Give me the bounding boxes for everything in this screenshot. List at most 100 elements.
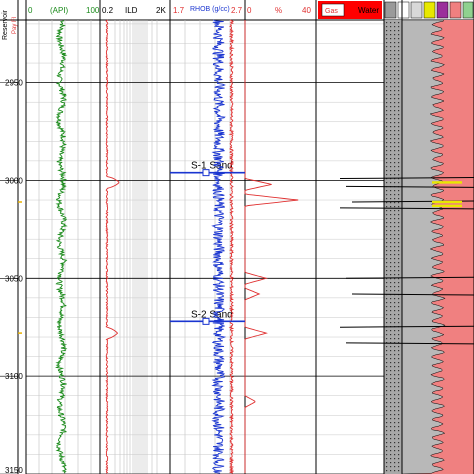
lithology-dot	[394, 258, 396, 260]
lithology-dot	[398, 402, 400, 404]
lithology-spike	[345, 276, 474, 279]
lithology-dot	[398, 370, 400, 372]
marker-label-s1: S-1 Sand	[191, 161, 233, 172]
lithology-dot	[398, 306, 400, 308]
lithology-dot	[386, 306, 388, 308]
lithology-dot	[390, 434, 392, 436]
lithology-dot	[386, 454, 388, 456]
lithology-dot	[398, 154, 400, 156]
lithology-dot	[394, 82, 396, 84]
lithology-dot	[398, 50, 400, 52]
lithology-dot	[390, 410, 392, 412]
lithology-shale-body	[401, 19, 446, 474]
lithology-dot	[386, 50, 388, 52]
gas-legend-box	[321, 3, 345, 17]
lithology-dot	[398, 26, 400, 28]
lithology-dot	[394, 182, 396, 184]
lithology-dot	[398, 238, 400, 240]
lithology-dot	[390, 226, 392, 228]
lithology-dot	[398, 254, 400, 256]
lithology-dot	[398, 246, 400, 248]
lithology-dot	[390, 302, 392, 304]
curve-ild	[105, 19, 120, 474]
lithology-dot	[386, 22, 388, 24]
lithology-dot	[386, 190, 388, 192]
lithology-dot	[394, 102, 396, 104]
lithology-dot	[394, 406, 396, 408]
lithology-dot	[386, 54, 388, 56]
lithology-dot	[398, 22, 400, 24]
lithology-dot	[394, 274, 396, 276]
lithology-dot	[394, 226, 396, 228]
lithology-dot	[398, 174, 400, 176]
lithology-dot	[394, 466, 396, 468]
lithology-spike	[339, 325, 474, 328]
lithology-dot	[398, 182, 400, 184]
porosity-min-label: 0	[247, 6, 252, 15]
lithology-dot	[394, 278, 396, 280]
lithology-dot	[386, 438, 388, 440]
lithology-dot	[386, 414, 388, 416]
lith-legend-swatch-lime	[410, 1, 423, 19]
lithology-dot	[386, 258, 388, 260]
lithology-dot	[386, 94, 388, 96]
lithology-dot	[398, 230, 400, 232]
lithology-dot	[390, 266, 392, 268]
lithology-dot	[394, 166, 396, 168]
lithology-dot	[390, 334, 392, 336]
lithology-dot	[398, 278, 400, 280]
lithology-dot	[394, 354, 396, 356]
lithology-dot	[386, 214, 388, 216]
lithology-dot	[398, 134, 400, 136]
lithology-dot	[390, 38, 392, 40]
lithology-dot	[398, 82, 400, 84]
lithology-dot	[390, 454, 392, 456]
lithology-dot	[394, 162, 396, 164]
lithology-dot	[386, 102, 388, 104]
lithology-dot	[394, 446, 396, 448]
lithology-dot	[386, 346, 388, 348]
depth-column-label: Reservoir	[2, 9, 9, 40]
lithology-dot	[386, 418, 388, 420]
lithology-dot	[390, 418, 392, 420]
lithology-dot	[398, 426, 400, 428]
lithology-dot	[386, 142, 388, 144]
lithology-dot	[390, 82, 392, 84]
lithology-dot	[386, 66, 388, 68]
lithology-dot	[386, 402, 388, 404]
lithology-dot	[390, 114, 392, 116]
lithology-dot	[386, 74, 388, 76]
lithology-dot	[390, 110, 392, 112]
lithology-dot	[394, 418, 396, 420]
lithology-dot	[390, 310, 392, 312]
lithology-dot	[390, 262, 392, 264]
lithology-dot	[390, 46, 392, 48]
lithology-dot	[394, 158, 396, 160]
lithology-dot	[398, 70, 400, 72]
lithology-dot	[390, 106, 392, 108]
lithology-dot	[390, 342, 392, 344]
lithology-dot	[390, 130, 392, 132]
lithology-dot	[394, 314, 396, 316]
lithology-dot	[398, 390, 400, 392]
lithology-dot	[390, 442, 392, 444]
lithology-pattern-fill	[384, 20, 402, 474]
lithology-dot	[390, 70, 392, 72]
lithology-dot	[390, 198, 392, 200]
lithology-dot	[398, 98, 400, 100]
lithology-dot	[386, 322, 388, 324]
lithology-dot	[398, 266, 400, 268]
lithology-dot	[394, 74, 396, 76]
lithology-dot	[390, 158, 392, 160]
lithology-dot	[398, 102, 400, 104]
lithology-dot	[398, 358, 400, 360]
lithology-dot	[390, 194, 392, 196]
lithology-dot	[398, 382, 400, 384]
lithology-dot	[394, 346, 396, 348]
lithology-dot	[390, 330, 392, 332]
lithology-dot	[390, 142, 392, 144]
lithology-dot	[394, 170, 396, 172]
lithology-dot	[398, 298, 400, 300]
lithology-dot	[394, 298, 396, 300]
